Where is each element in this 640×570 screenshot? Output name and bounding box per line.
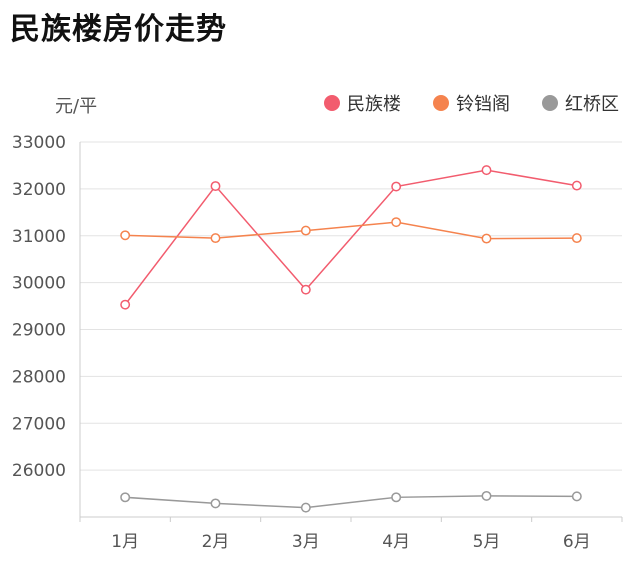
data-point bbox=[300, 502, 311, 513]
legend-label-3: 红桥区 bbox=[565, 94, 619, 115]
series-line-2 bbox=[125, 221, 577, 240]
y-tick-label: 31000 bbox=[12, 227, 66, 247]
legend-marker-1 bbox=[324, 95, 340, 111]
x-tick-label: 3月 bbox=[292, 532, 320, 552]
legend-marker-3 bbox=[542, 95, 558, 111]
data-point bbox=[210, 233, 221, 244]
data-point bbox=[120, 230, 131, 241]
x-tick-label: 4月 bbox=[382, 532, 410, 552]
data-point bbox=[391, 217, 402, 228]
series-line-1 bbox=[124, 169, 577, 306]
y-axis-unit-label: 元/平 bbox=[55, 96, 97, 117]
data-point bbox=[481, 490, 492, 501]
y-tick-label: 27000 bbox=[12, 414, 66, 434]
y-tick-label: 26000 bbox=[12, 461, 66, 481]
y-tick-label: 33000 bbox=[12, 133, 66, 153]
y-tick-label: 30000 bbox=[12, 274, 66, 294]
data-point bbox=[120, 299, 131, 310]
data-point bbox=[210, 181, 221, 192]
data-point bbox=[300, 225, 311, 236]
y-tick-label: 32000 bbox=[12, 180, 66, 200]
data-point bbox=[571, 233, 582, 244]
y-tick-label: 28000 bbox=[12, 367, 66, 387]
data-point bbox=[481, 165, 492, 176]
data-point bbox=[571, 491, 582, 502]
data-point bbox=[120, 492, 131, 503]
x-tick-label: 2月 bbox=[202, 532, 230, 552]
chart-title: 民族楼房价走势 bbox=[10, 12, 227, 47]
legend-marker-2 bbox=[433, 95, 449, 111]
legend-label-1: 民族楼 bbox=[347, 94, 401, 115]
x-tick-label: 1月 bbox=[111, 532, 139, 552]
data-point bbox=[391, 492, 402, 503]
y-tick-label: 29000 bbox=[12, 321, 66, 341]
x-tick-label: 6月 bbox=[563, 532, 591, 552]
legend-label-2: 铃铛阁 bbox=[456, 94, 510, 115]
x-tick-label: 5月 bbox=[473, 532, 501, 552]
data-point bbox=[481, 233, 492, 244]
data-point bbox=[571, 180, 582, 191]
data-point bbox=[300, 284, 311, 295]
series-line-3 bbox=[125, 495, 577, 509]
data-point bbox=[391, 181, 402, 192]
data-point bbox=[210, 498, 221, 509]
